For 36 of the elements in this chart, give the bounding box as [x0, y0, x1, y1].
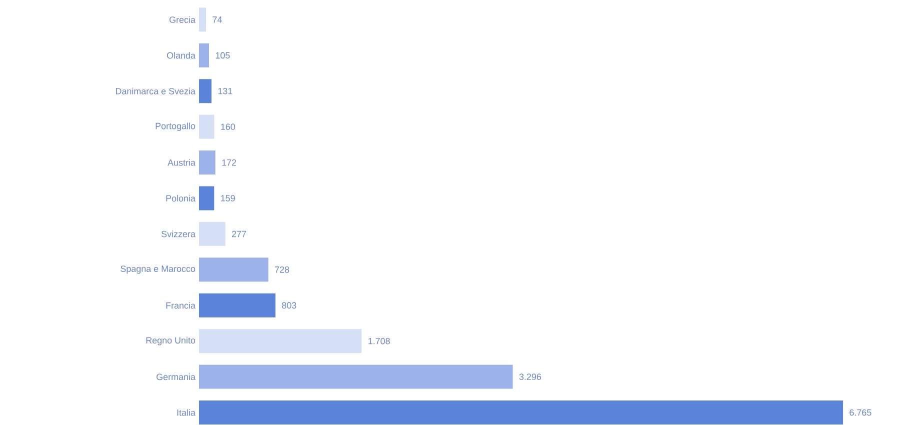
- bar: [199, 150, 216, 175]
- data-label: 105: [216, 52, 230, 59]
- y-tick-label: Spagna e Marocco: [120, 266, 196, 274]
- y-tick-label: Grecia: [170, 16, 196, 23]
- data-label: 277: [232, 230, 246, 238]
- y-tick-label: Germania: [156, 373, 196, 380]
- y-tick-label: Italia: [177, 409, 196, 416]
- data-label: 728: [274, 266, 290, 273]
- y-tick-label: Danimarca e Svezia: [116, 88, 196, 94]
- bar: [199, 258, 268, 282]
- bar: [199, 8, 206, 32]
- data-label: 131: [218, 88, 232, 94]
- data-label: 803: [282, 302, 296, 309]
- data-label: 74: [212, 16, 222, 23]
- bar: [199, 400, 844, 425]
- bar: [199, 329, 362, 354]
- bar: [199, 293, 276, 318]
- data-label: 6.765: [850, 409, 872, 416]
- y-tick-label: Portogallo: [156, 122, 196, 131]
- data-label: 159: [221, 195, 235, 202]
- y-tick-label: Francia: [166, 302, 196, 309]
- bar: [199, 114, 214, 139]
- data-label: 160: [221, 124, 236, 130]
- data-label: 3.296: [519, 374, 542, 380]
- data-label: 172: [222, 159, 236, 166]
- bar: [199, 79, 212, 104]
- y-tick-label: Regno Unito: [146, 336, 196, 346]
- bar: [199, 43, 209, 68]
- y-tick-label: Austria: [168, 159, 196, 166]
- y-tick-label: Polonia: [166, 194, 196, 202]
- bar: [199, 222, 226, 246]
- data-label: 1.708: [368, 338, 390, 344]
- y-tick-label: Olanda: [166, 52, 196, 59]
- bar: [199, 186, 214, 210]
- y-tick-label: Svizzera: [162, 230, 196, 238]
- bar: [199, 364, 513, 389]
